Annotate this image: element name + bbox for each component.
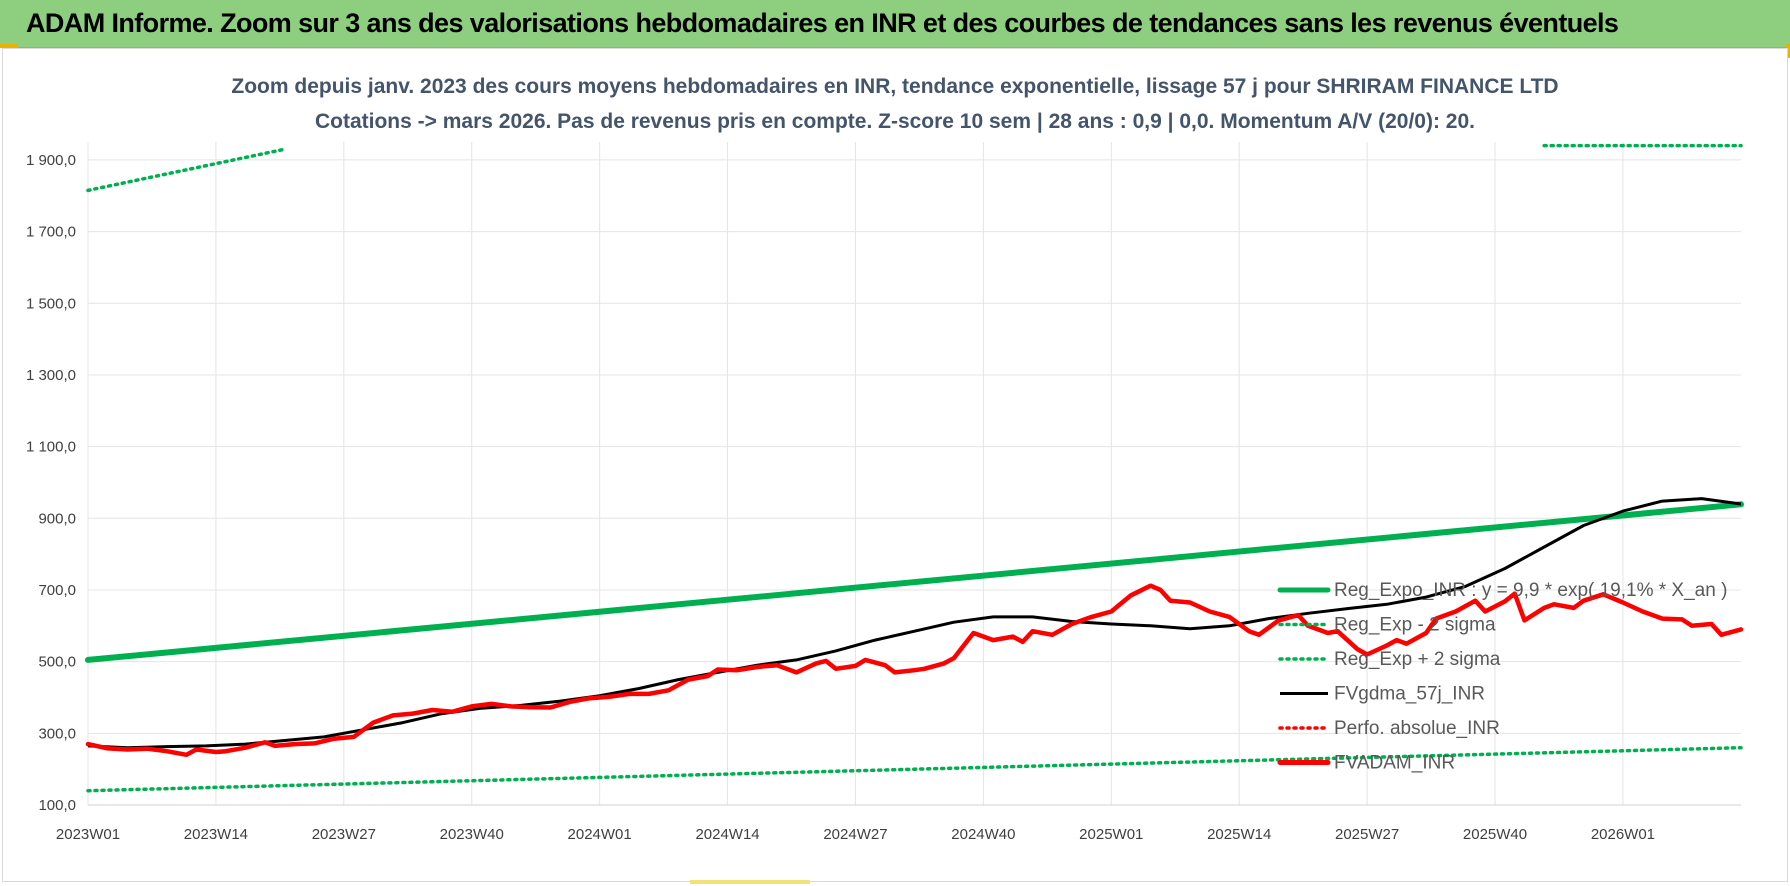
series-lines [85, 143, 1744, 793]
legend: Reg_Expo_INR : y = 9,9 * exp( 19,1% * X_… [1277, 580, 1727, 774]
x-tick-label: 2023W01 [56, 826, 120, 843]
x-tick-label: 2025W27 [1335, 826, 1399, 843]
legend-label: Reg_Exp - 2 sigma [1334, 615, 1496, 636]
fvadam-line [85, 583, 1744, 758]
legend-label: Reg_Exp + 2 sigma [1334, 649, 1501, 670]
bottom-accent [690, 880, 810, 884]
y-axis-ticks: 100,0 300,0 500,0 700,0 900,0 1 100,0 1 300,0 1… [26, 152, 76, 814]
report-title: ADAM Informe. Zoom sur 3 ans des valoris… [26, 8, 1619, 38]
gridlines [87, 142, 1741, 806]
x-tick-label: 2024W14 [695, 826, 759, 843]
x-tick-label: 2026W01 [1591, 826, 1655, 843]
corner-accent-left [0, 44, 18, 48]
x-tick-label: 2023W40 [440, 826, 504, 843]
legend-label: Perfo. absolue_INR [1334, 718, 1500, 739]
x-axis-ticks: 2023W01 2023W14 2023W27 2023W40 2024W01 2024W… [56, 826, 1655, 843]
reg-expo-line [85, 501, 1744, 663]
y-tick-label: 1 900,0 [26, 152, 76, 169]
x-tick-label: 2024W40 [951, 826, 1015, 843]
x-tick-label: 2023W14 [184, 826, 248, 843]
legend-label: FVADAM_INR [1334, 753, 1455, 774]
x-tick-label: 2025W40 [1463, 826, 1527, 843]
x-tick-label: 2025W14 [1207, 826, 1271, 843]
y-tick-label: 900,0 [38, 510, 76, 527]
y-tick-label: 1 300,0 [26, 367, 76, 384]
reg-exp-plus-2sigma-line [86, 147, 287, 193]
y-tick-label: 500,0 [38, 654, 76, 671]
y-tick-label: 700,0 [38, 582, 76, 599]
x-tick-label: 2023W27 [312, 826, 376, 843]
reg-exp-minus-2sigma-line [86, 745, 1743, 793]
chart-title-line2: Cotations -> mars 2026. Pas de revenus p… [315, 110, 1475, 133]
y-tick-label: 1 700,0 [26, 224, 76, 241]
corner-accent-right [1786, 44, 1790, 58]
y-tick-label: 1 100,0 [26, 439, 76, 456]
chart-title-line1: Zoom depuis janv. 2023 des cours moyens … [231, 75, 1558, 98]
x-tick-label: 2024W01 [568, 826, 632, 843]
legend-label: FVgdma_57j_INR [1334, 684, 1485, 705]
y-tick-label: 100,0 [38, 797, 76, 814]
y-tick-label: 300,0 [38, 725, 76, 742]
y-tick-label: 1 500,0 [26, 295, 76, 312]
legend-label: Reg_Expo_INR : y = 9,9 * exp( 19,1% * X_… [1334, 580, 1727, 601]
x-tick-label: 2024W27 [823, 826, 887, 843]
report-banner: ADAM Informe. Zoom sur 3 ans des valoris… [0, 0, 1790, 48]
x-tick-label: 2025W01 [1079, 826, 1143, 843]
